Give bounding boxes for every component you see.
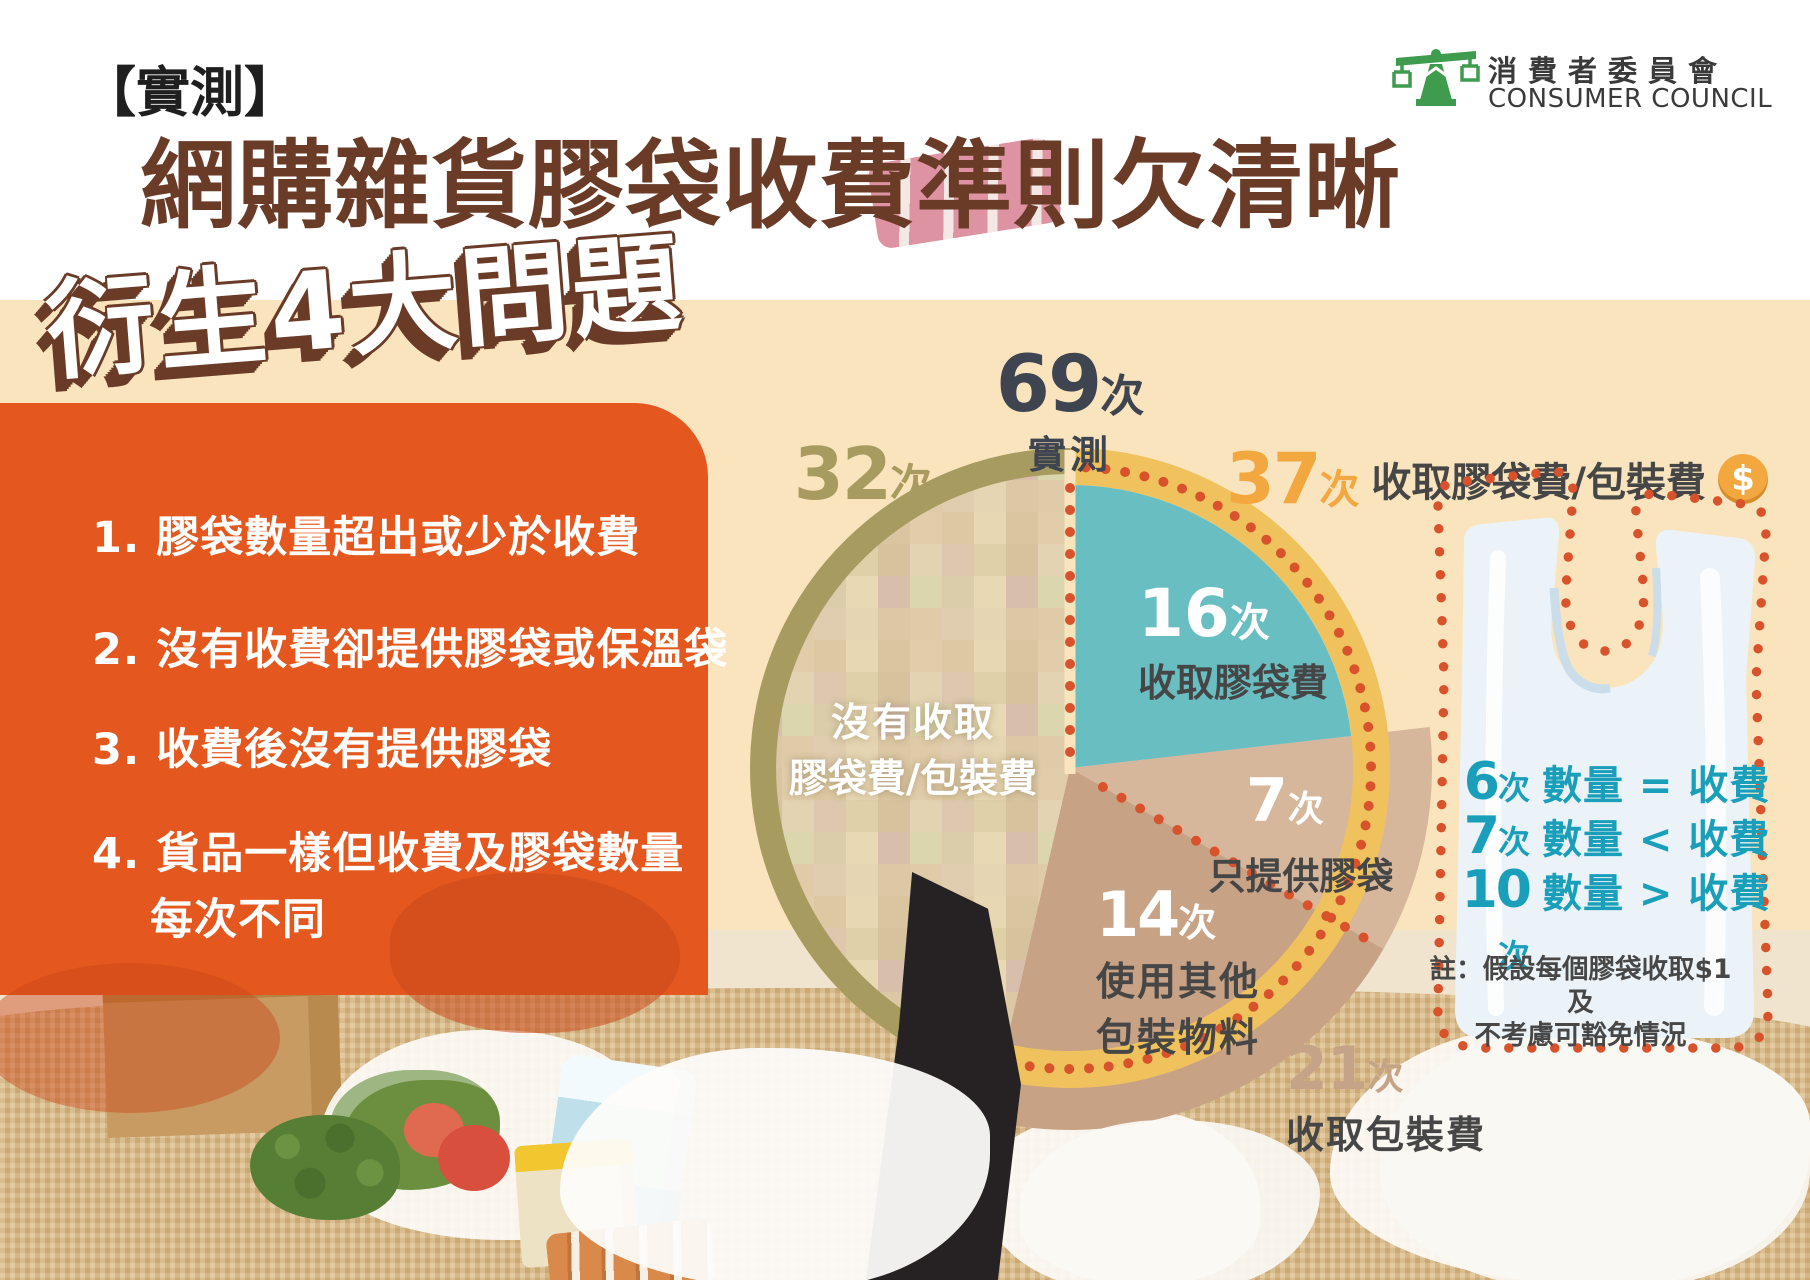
bag-highlight — [1700, 568, 1727, 1016]
bag-body — [1454, 517, 1756, 1038]
stat-label: 數量 < 收費 — [1542, 817, 1771, 863]
problem-number: 4. — [92, 829, 141, 879]
bag-fee-caption: 收取膠袋費 — [1138, 661, 1329, 705]
logo-text-en: CONSUMER COUNCIL — [1488, 84, 1773, 114]
bag-only-unit: 次 — [1287, 789, 1324, 830]
bag-stat-row: 10 次 數量 > 收費 — [1434, 860, 1770, 975]
no-charge-caption-line2: 膠袋費/包裝費 — [788, 757, 1038, 802]
bag-highlight — [1485, 550, 1506, 1016]
dotted-divider-diagonal — [1097, 782, 1380, 949]
scales-icon — [1392, 49, 1480, 106]
tomatoes — [438, 1125, 510, 1191]
total-unit: 次 — [1100, 371, 1145, 422]
footnote: 註：假設每個膠袋收取$1及 不考慮可豁免情況 — [1428, 953, 1733, 1052]
pack-fee-label: 21次 收取包裝費 — [1286, 1034, 1486, 1159]
pack-fee-value: 21 — [1286, 1034, 1368, 1104]
tag-label: 【實測】 — [82, 61, 298, 124]
charged-value: 37 — [1226, 438, 1321, 520]
problem-number: 2. — [92, 625, 141, 675]
stat-unit: 次 — [1497, 937, 1530, 975]
problem-item-1: 1. 膠袋數量超出或少於收費 — [92, 503, 640, 565]
bag-shadow-blob — [390, 873, 680, 1033]
bag-fee-label: 16次 收取膠袋費 — [1138, 575, 1328, 707]
logo-text-zh: 消費者委員會 — [1488, 54, 1729, 88]
footnote-line1: 註：假設每個膠袋收取$1及 — [1429, 954, 1732, 1019]
problem-item-4: 4. 貨品一樣但收費及膠袋數量 — [92, 819, 684, 881]
bag-fee-unit: 次 — [1229, 600, 1270, 646]
other-pack-value: 14 — [1096, 878, 1180, 951]
stat-unit: 次 — [1497, 823, 1530, 861]
charged-unit: 次 — [1319, 467, 1360, 513]
khaki-ring — [750, 448, 1071, 1080]
pie-chart — [749, 447, 1433, 1130]
problem-item-4-line2: 每次不同 — [150, 895, 326, 945]
crumpled-bag — [1020, 1120, 1320, 1280]
page-title: 網購雜貨膠袋收費準則欠清晰 — [140, 130, 1401, 242]
no-charge-count: 32次 — [742, 432, 932, 516]
problem-text: 貨品一樣但收費及膠袋數量 — [156, 829, 685, 879]
stat-label: 數量 > 收費 — [1542, 871, 1771, 917]
problems-panel: 1. 膠袋數量超出或少於收費 2. 沒有收費卻提供膠袋或保溫袋 3. 收費後沒有… — [0, 403, 727, 1113]
consumer-council-logo: 消費者委員會 CONSUMER COUNCIL — [1392, 42, 1773, 114]
broccoli — [250, 1115, 400, 1220]
crumpled-bag — [560, 1048, 990, 1280]
problem-number: 1. — [92, 513, 141, 563]
bag-stat-row: 6次 數量 = 收費 — [1434, 752, 1770, 812]
bag-only-value: 7 — [1246, 766, 1288, 836]
stat-unit: 次 — [1497, 769, 1530, 807]
problem-number: 3. — [92, 725, 141, 775]
bag-fee-value: 16 — [1138, 575, 1230, 652]
slice-other-pack — [988, 768, 1384, 1130]
problem-text: 沒有收費卻提供膠袋或保溫袋 — [156, 625, 729, 675]
other-pack-label: 14次 使用其他 包裝物料 — [1096, 878, 1260, 1063]
pack-fee-caption: 收取包裝費 — [1286, 1113, 1487, 1157]
crumpled-bag — [1380, 1030, 1810, 1280]
dotted-outline — [1432, 467, 1773, 1053]
footnote-line2: 不考慮可豁免情況 — [1474, 1020, 1687, 1052]
stat-label: 數量 = 收費 — [1542, 763, 1771, 809]
problem-item-3: 3. 收費後沒有提供膠袋 — [92, 715, 552, 777]
problem-item-2: 2. 沒有收費卻提供膠袋或保溫袋 — [92, 615, 728, 677]
no-charge-caption-line1: 沒有收取 — [830, 701, 995, 746]
stat-value: 7 — [1463, 806, 1500, 866]
slice-bag-fee — [1070, 485, 1352, 768]
dotted-arc — [1012, 462, 1377, 1074]
no-charge-value: 32 — [793, 432, 892, 516]
bag-only-count: 7次 — [1246, 766, 1324, 836]
bag-only-caption: 只提供膠袋 — [1208, 855, 1394, 898]
bag-fold-shading — [1549, 587, 1611, 694]
bag-shadow-blob — [0, 963, 280, 1113]
stat-value: 6 — [1463, 752, 1500, 812]
bag-stat-row: 7次 數量 < 收費 — [1434, 806, 1770, 866]
stat-value: 10 — [1461, 860, 1532, 920]
total-label: 69次 實測 — [955, 340, 1185, 479]
problem-text: 收費後沒有提供膠袋 — [156, 725, 553, 775]
other-pack-unit: 次 — [1178, 901, 1217, 945]
plastic-bag-illustration — [1432, 467, 1773, 1053]
no-charge-unit: 次 — [889, 460, 932, 509]
total-caption: 實測 — [1027, 433, 1112, 477]
other-pack-caption-line1: 使用其他 — [1096, 960, 1261, 1005]
bag-stats: 6次 數量 = 收費 7次 數量 < 收費 10次 數量 > 收費 — [1434, 752, 1770, 975]
pack-fee-unit: 次 — [1367, 1057, 1404, 1098]
problem-text: 膠袋數量超出或少於收費 — [156, 513, 641, 563]
dollar-coin-icon: $ — [1718, 454, 1769, 504]
total-value: 69 — [995, 340, 1103, 430]
no-charge-caption: 沒有收取 膠袋費/包裝費 — [758, 692, 1068, 804]
other-pack-caption-line2: 包裝物料 — [1096, 1016, 1261, 1061]
bag-fold-shading — [1648, 567, 1662, 658]
